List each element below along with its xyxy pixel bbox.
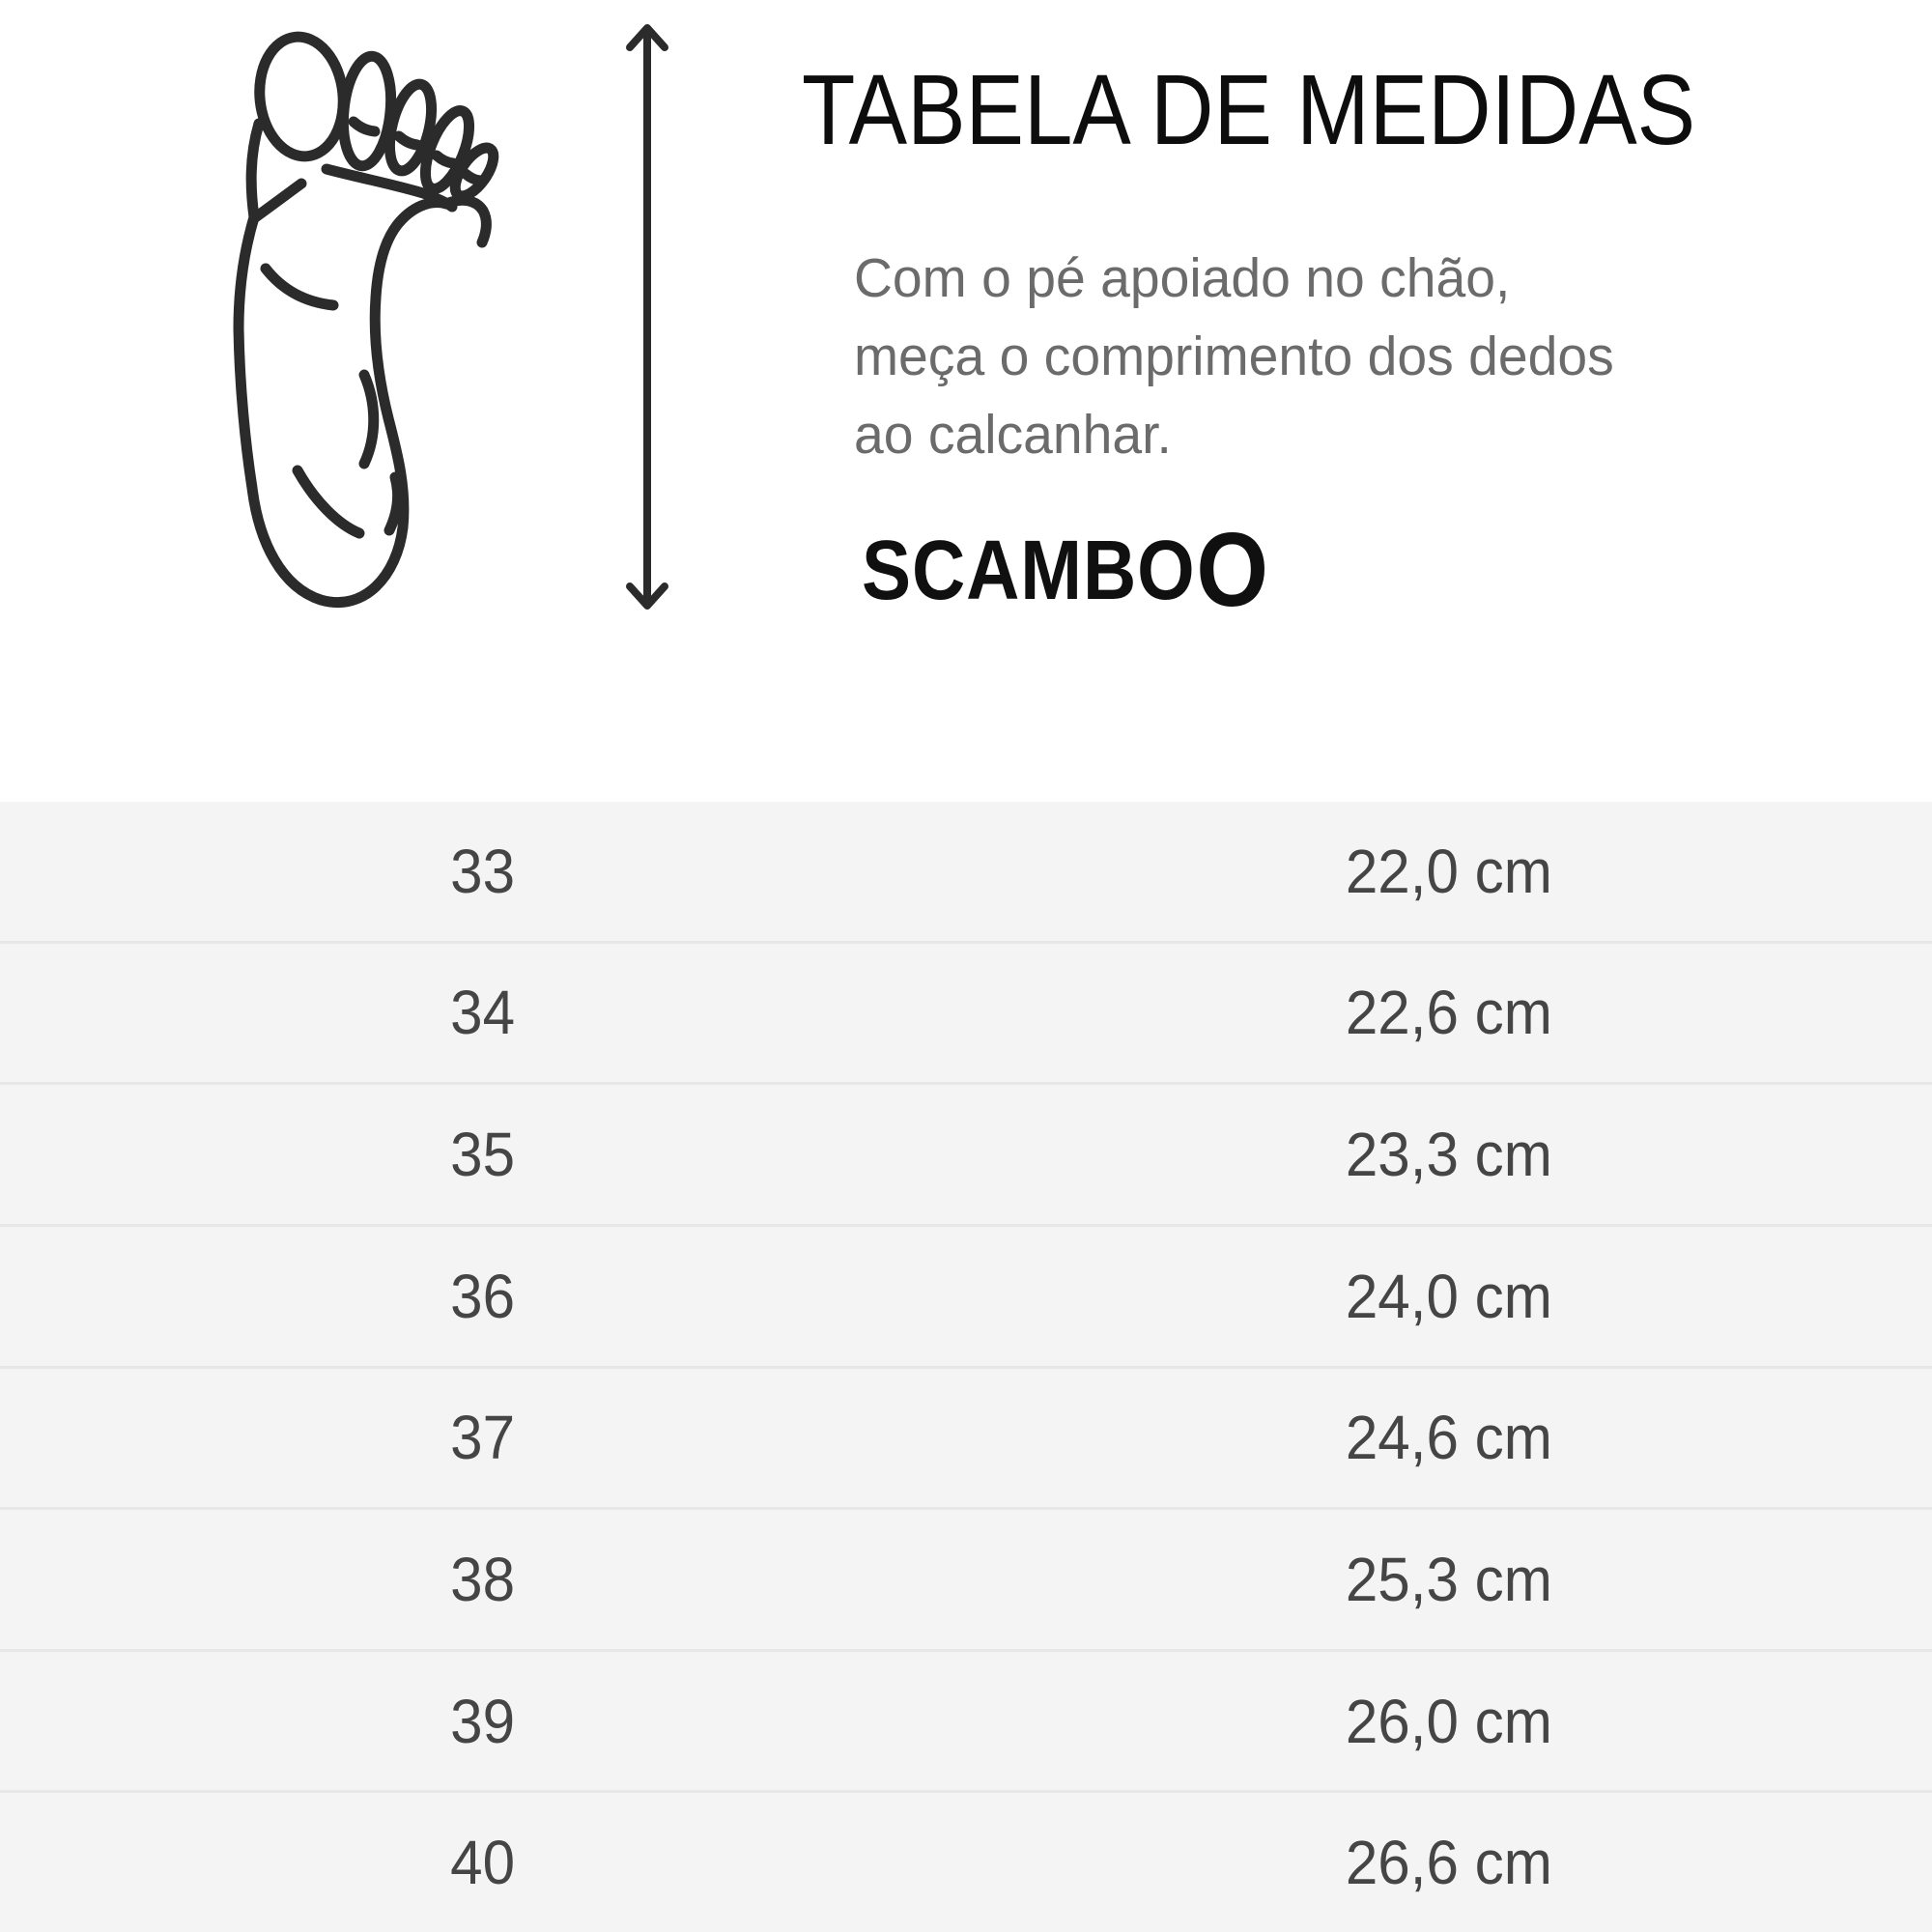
size-value: 35 — [450, 1120, 516, 1190]
length-value: 26,6 cm — [1346, 1828, 1552, 1898]
size-cell: 39 — [0, 1652, 966, 1791]
length-cell: 23,3 cm — [966, 1085, 1932, 1224]
brand-name: SCAMBO — [862, 523, 1196, 617]
length-cell: 25,3 cm — [966, 1510, 1932, 1649]
page-title: TABELA DE MEDIDAS — [802, 54, 1696, 165]
table-row: 35 23,3 cm — [0, 1082, 1932, 1224]
length-cell: 22,0 cm — [966, 802, 1932, 941]
size-value: 36 — [450, 1261, 516, 1331]
size-value: 37 — [450, 1403, 516, 1473]
table-row: 33 22,0 cm — [0, 802, 1932, 941]
brand-logo-o: O — [1196, 510, 1269, 629]
table-row: 39 26,0 cm — [0, 1648, 1932, 1791]
table-row: 36 24,0 cm — [0, 1223, 1932, 1366]
length-value: 22,6 cm — [1346, 978, 1552, 1048]
length-value: 22,0 cm — [1346, 836, 1552, 906]
size-table: 33 22,0 cm 34 22,6 cm 35 23,3 cm 36 24,0… — [0, 802, 1932, 1932]
length-value: 26,0 cm — [1346, 1686, 1552, 1756]
length-value: 25,3 cm — [1346, 1544, 1552, 1614]
length-value: 23,3 cm — [1346, 1120, 1552, 1190]
size-cell: 33 — [0, 802, 966, 941]
size-value: 33 — [450, 836, 516, 906]
size-value: 34 — [450, 978, 516, 1048]
size-cell: 34 — [0, 944, 966, 1083]
table-row: 37 24,6 cm — [0, 1365, 1932, 1508]
table-row: 38 25,3 cm — [0, 1507, 1932, 1649]
size-cell: 35 — [0, 1085, 966, 1224]
table-row: 34 22,6 cm — [0, 940, 1932, 1083]
size-cell: 38 — [0, 1510, 966, 1649]
foot-sole-icon — [233, 31, 499, 609]
size-value: 40 — [450, 1828, 516, 1898]
size-cell: 40 — [0, 1793, 966, 1932]
length-cell: 24,0 cm — [966, 1227, 1932, 1366]
size-cell: 37 — [0, 1369, 966, 1508]
brand-logo: SCAMBO O — [862, 510, 1269, 629]
length-cell: 24,6 cm — [966, 1369, 1932, 1508]
length-cell: 22,6 cm — [966, 944, 1932, 1083]
length-value: 24,6 cm — [1346, 1403, 1552, 1473]
size-value: 39 — [450, 1686, 516, 1756]
measure-arrow-icon — [626, 24, 668, 610]
length-cell: 26,0 cm — [966, 1652, 1932, 1791]
table-row: 40 26,6 cm — [0, 1790, 1932, 1932]
length-cell: 26,6 cm — [966, 1793, 1932, 1932]
measurement-instructions: Com o pé apoiado no chão, meça o comprim… — [854, 247, 1614, 466]
size-value: 38 — [450, 1544, 516, 1614]
length-value: 24,0 cm — [1346, 1261, 1552, 1331]
size-cell: 36 — [0, 1227, 966, 1366]
